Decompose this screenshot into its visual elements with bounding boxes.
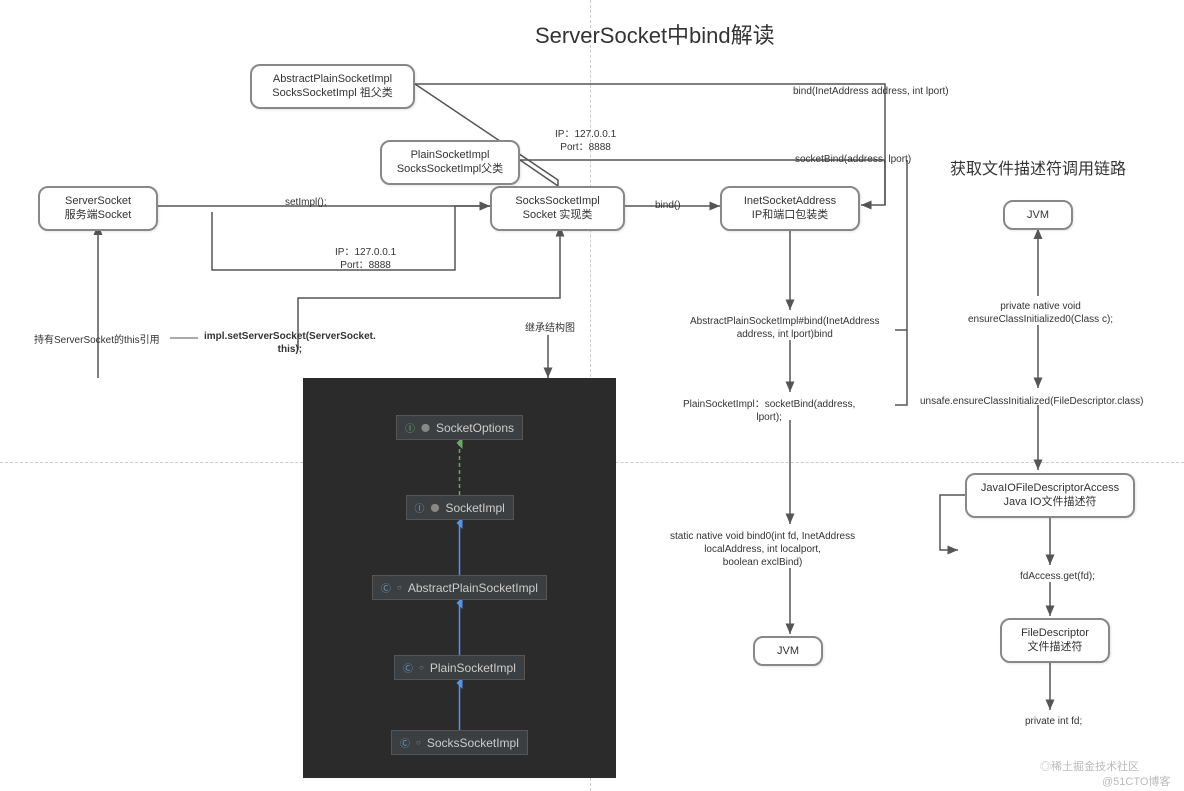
diagram-subtitle: 获取文件描述符调用链路: [950, 155, 1126, 179]
label-ip1: IP：127.0.0.1Port：8888: [335, 246, 396, 272]
ide-row-4: Ⓒ○SocksSocketImpl: [391, 730, 528, 755]
label-socketbind: socketBind(address, lport): [795, 153, 911, 166]
watermark-0: ◎稀土掘金技术社区: [1040, 758, 1139, 774]
ide-row-2: Ⓒ○AbstractPlainSocketImpl: [372, 575, 547, 600]
node-javaio: JavaIOFileDescriptorAccessJava IO文件描述符: [965, 473, 1135, 518]
node-jvm-top: JVM: [1003, 200, 1073, 230]
label-pintfd: private int fd;: [1025, 715, 1082, 728]
label-plain-sb: PlainSocketImpl：socketBind(address,lport…: [683, 398, 855, 424]
node-abstractplain: AbstractPlainSocketImplSocksSocketImpl 祖…: [250, 64, 415, 109]
node-inetaddr: InetSocketAddressIP和端口包装类: [720, 186, 860, 231]
ide-hierarchy-panel: Ⓘ⬤SocketOptions Ⓘ⬤SocketImpl Ⓒ○AbstractPla…: [303, 378, 616, 778]
node-serversocket: ServerSocket服务端Socket: [38, 186, 158, 231]
diagram-title: ServerSocket中bind解读: [535, 18, 775, 50]
ide-row-3: Ⓒ○PlainSocketImpl: [394, 655, 525, 680]
label-bindcall: bind(): [655, 199, 681, 212]
label-bind-inet: bind(InetAddress address, int lport): [793, 85, 949, 98]
label-unsafe: unsafe.ensureClassInitialized(FileDescri…: [920, 395, 1143, 408]
label-holdref: 持有ServerSocket的this引用: [34, 334, 160, 347]
node-plainsocket: PlainSocketImplSocksSocketImpl父类: [380, 140, 520, 185]
ide-row-1: Ⓘ⬤SocketImpl: [406, 495, 514, 520]
label-setimpl: setImpl();: [285, 196, 327, 209]
label-fdget: fdAccess.get(fd);: [1020, 570, 1095, 583]
label-inherit: 继承结构图: [525, 322, 575, 335]
watermark-1: @51CTO博客: [1102, 773, 1170, 789]
label-ip2: IP：127.0.0.1Port：8888: [555, 128, 616, 154]
node-filedesc: FileDescriptor文件描述符: [1000, 618, 1110, 663]
node-sockssocket: SocksSocketImplSocket 实现类: [490, 186, 625, 231]
label-pnv: private native voidensureClassInitialize…: [968, 300, 1113, 326]
label-implset: impl.setServerSocket(ServerSocket.this);: [204, 330, 376, 356]
ide-row-0: Ⓘ⬤SocketOptions: [396, 415, 523, 440]
label-abs-bind: AbstractPlainSocketImpl#bind(InetAddress…: [690, 315, 880, 341]
node-jvm-bot: JVM: [753, 636, 823, 666]
label-native0: static native void bind0(int fd, InetAdd…: [670, 530, 855, 569]
